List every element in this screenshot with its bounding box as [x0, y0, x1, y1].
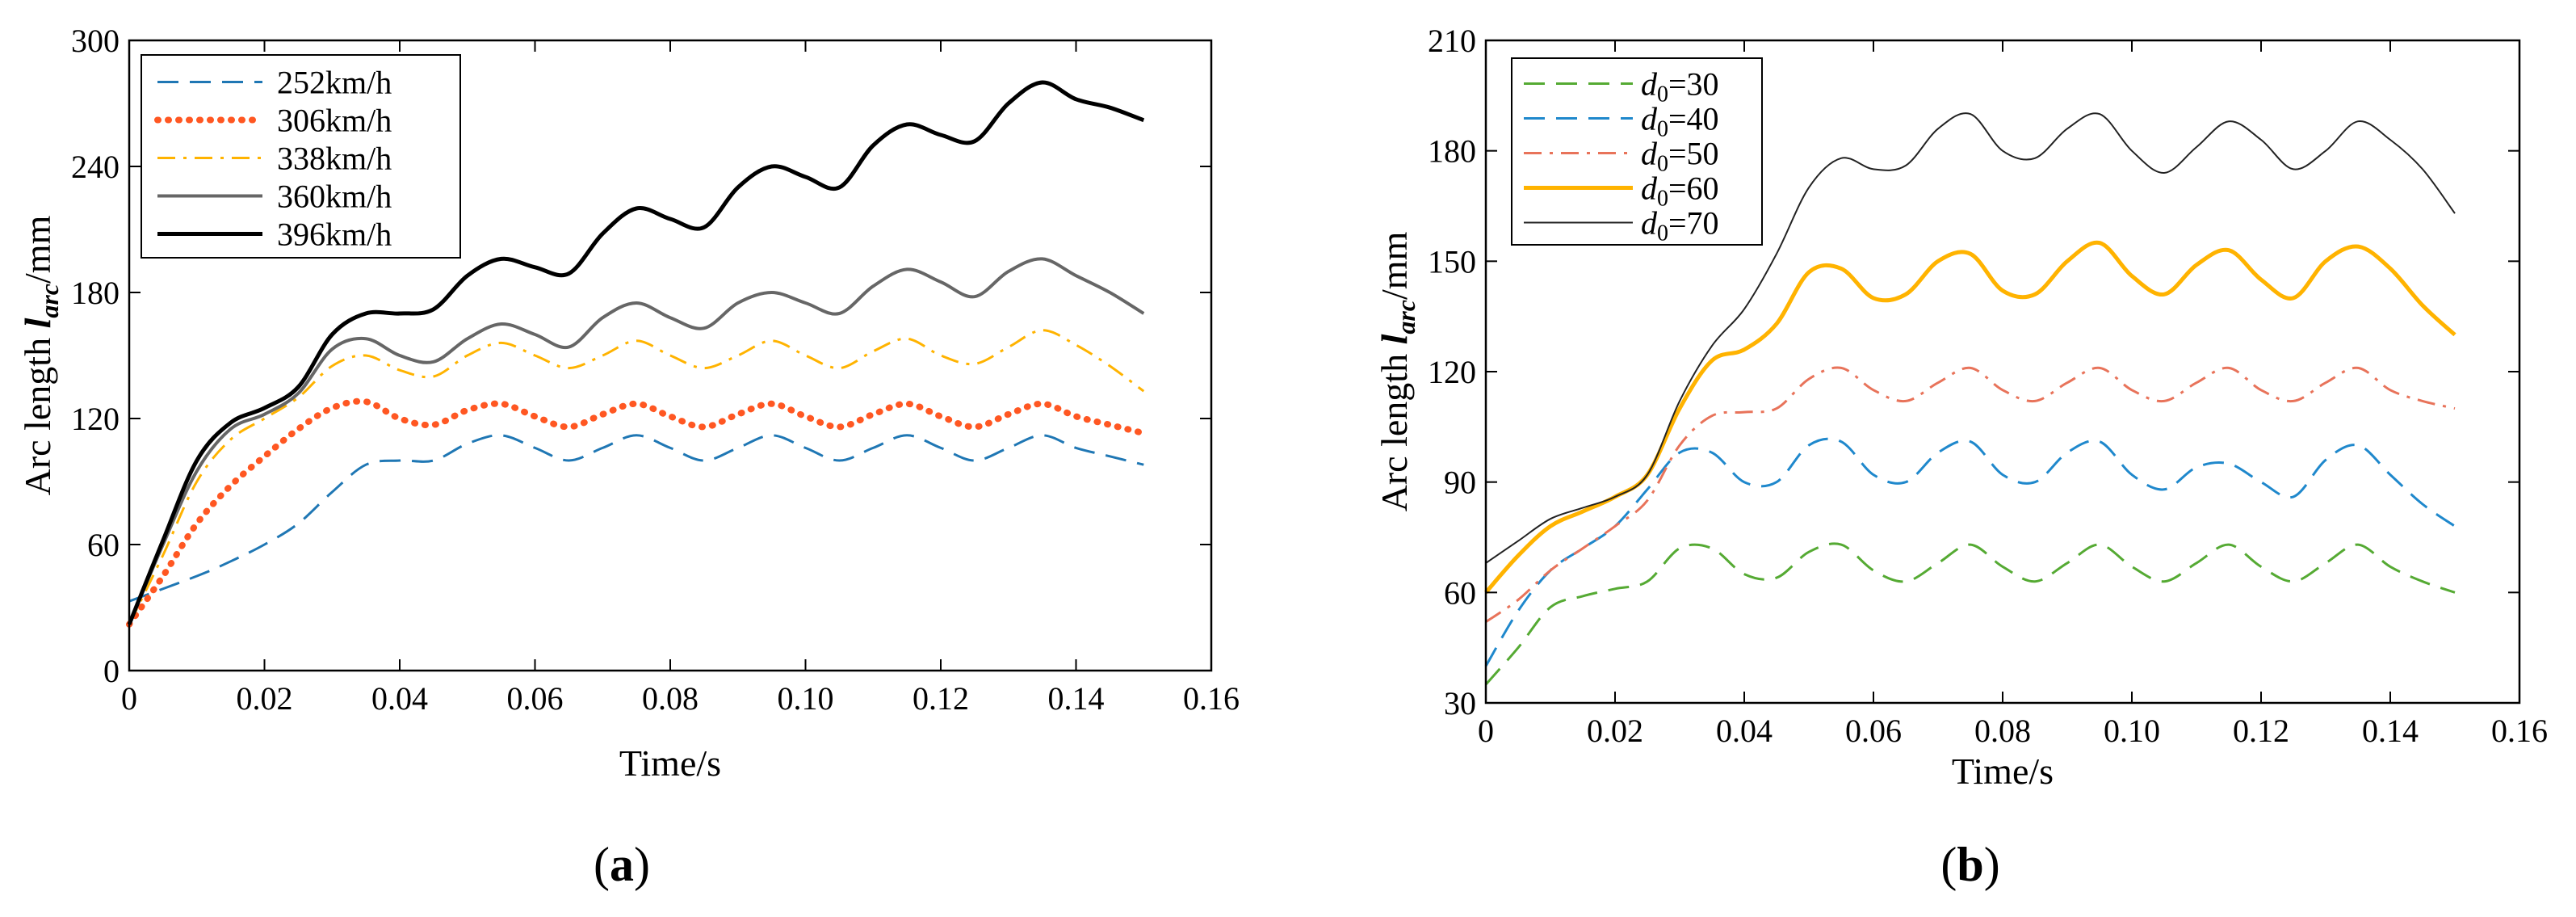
x-tick-label: 0.16 — [2491, 713, 2548, 749]
series-line-d0-50 — [1486, 368, 2455, 622]
x-tick-label: 0 — [1478, 713, 1494, 749]
y-tick-label: 300 — [71, 23, 120, 59]
y-axis-label: Arc length larc/mm — [17, 215, 64, 495]
panel-caption: (a) — [594, 838, 650, 891]
x-tick-label: 0.06 — [1845, 713, 1902, 749]
y-tick-label: 30 — [1444, 685, 1476, 721]
legend-label: 338km/h — [277, 141, 392, 177]
legend-label: 396km/h — [277, 217, 392, 253]
series-line-d0-30 — [1486, 544, 2455, 684]
y-axis-label: Arc length larc/mm — [1374, 231, 1420, 511]
x-tick-label: 0 — [121, 680, 137, 717]
figure: 0 0.02 0.04 0.06 0.08 0.10 0.12 0.14 0.16 0 60 120 1… — [0, 0, 2576, 917]
x-tick-label: 0.16 — [1183, 680, 1240, 717]
series-line-252km-h — [129, 435, 1143, 601]
legend-label: 360km/h — [277, 179, 392, 215]
x-axis-label: Time/s — [1952, 751, 2054, 792]
x-tick-label: 0.10 — [778, 680, 834, 717]
x-tick-label: 0.04 — [371, 680, 428, 717]
series-line-338km-h — [129, 330, 1143, 625]
panel-b: 0 0.02 0.04 0.06 0.08 0.10 0.12 0.14 0.16 30 60 90 1… — [1374, 23, 2548, 891]
x-tick-label: 0.14 — [2362, 713, 2419, 749]
y-tick-label: 120 — [71, 401, 120, 437]
legend-box — [1512, 58, 1762, 245]
panel-a: 0 0.02 0.04 0.06 0.08 0.10 0.12 0.14 0.16 0 60 120 1… — [17, 23, 1240, 891]
legend-label: 252km/h — [277, 65, 392, 101]
x-tick-label: 0.06 — [507, 680, 564, 717]
y-tick-label: 180 — [1428, 133, 1476, 170]
y-tick-label: 60 — [87, 527, 120, 563]
y-tick-label: 180 — [71, 275, 120, 311]
x-tick-label: 0.14 — [1048, 680, 1105, 717]
series-line-d0-60 — [1486, 242, 2455, 592]
y-tick-label: 60 — [1444, 574, 1476, 611]
x-tick-label: 0.10 — [2104, 713, 2160, 749]
series-line-d0-40 — [1486, 439, 2455, 666]
x-tick-label: 0.08 — [1974, 713, 2031, 749]
panel-caption: (b) — [1940, 838, 1999, 891]
x-axis-label: Time/s — [619, 742, 721, 784]
y-tick-label: 210 — [1428, 23, 1476, 59]
y-tick-label: 0 — [103, 653, 120, 689]
x-tick-label: 0.02 — [1587, 713, 1643, 749]
x-tick-label: 0.04 — [1716, 713, 1773, 749]
y-tick-label: 90 — [1444, 465, 1476, 501]
x-tick-label: 0.08 — [642, 680, 699, 717]
y-tick-label: 240 — [71, 149, 120, 185]
legend-label: 306km/h — [277, 103, 392, 139]
legend-label: d0=70 — [1641, 205, 1719, 246]
y-tick-label: 150 — [1428, 243, 1476, 280]
x-tick-label: 0.12 — [913, 680, 969, 717]
x-tick-label: 0.12 — [2233, 713, 2289, 749]
x-tick-label: 0.02 — [237, 680, 293, 717]
y-tick-label: 120 — [1428, 354, 1476, 390]
